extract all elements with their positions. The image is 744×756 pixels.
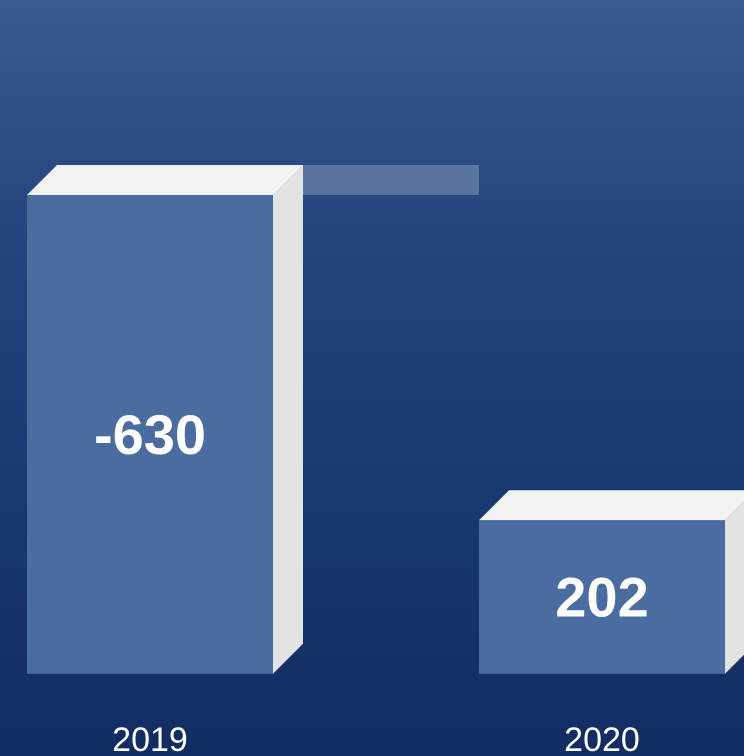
x-tick-label-2019: 2019	[112, 721, 188, 756]
data-label-2020: 202	[555, 566, 648, 629]
bars-layer	[27, 165, 744, 674]
bar-side-face	[725, 501, 744, 674]
bar-2020	[479, 490, 744, 674]
bar-top-face	[27, 165, 303, 195]
bar-top-face	[479, 490, 744, 521]
x-axis-ticks: 2019 2020	[112, 721, 640, 756]
data-labels-layer: -630 202	[94, 403, 649, 629]
bar-front-face	[479, 520, 725, 674]
bar-side-face	[273, 165, 303, 674]
bar-front-face	[27, 195, 273, 674]
connector-2019-2020	[273, 165, 479, 195]
connector-layer	[273, 165, 479, 195]
data-label-2019: -630	[94, 403, 206, 466]
x-tick-label-2020: 2020	[564, 721, 640, 756]
bar-2019	[27, 165, 303, 674]
